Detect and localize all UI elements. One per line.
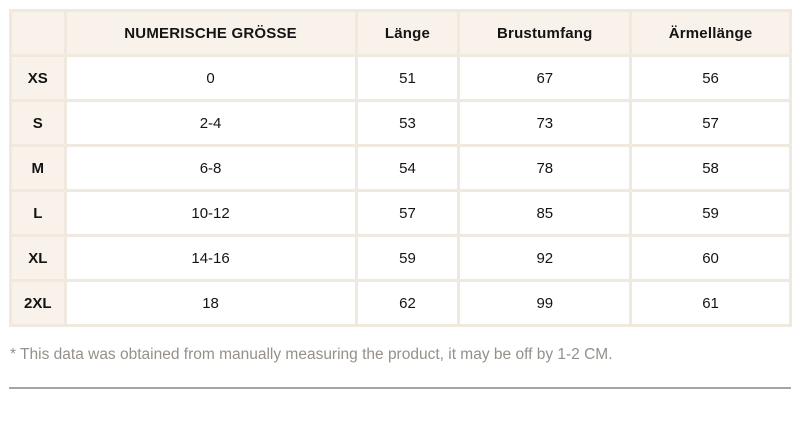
measurement-value-cell: 0 bbox=[63, 54, 358, 102]
table-body: XS 0 51 67 56 S 2-4 53 73 57 M 6-8 54 78 58 L 10-12 57 85 5… bbox=[9, 54, 792, 327]
measurement-value-cell: 53 bbox=[354, 99, 461, 147]
size-label-cell: 2XL bbox=[9, 279, 67, 327]
measurement-value-cell: 78 bbox=[457, 144, 633, 192]
measurement-value-cell: 85 bbox=[457, 189, 633, 237]
measurement-value-cell: 59 bbox=[354, 234, 461, 282]
table-row: L 10-12 57 85 59 bbox=[9, 189, 792, 237]
header-aermellaenge: Ärmellänge bbox=[629, 9, 792, 57]
size-label-cell: XS bbox=[9, 54, 67, 102]
measurement-value-cell: 57 bbox=[629, 99, 792, 147]
size-label-cell: S bbox=[9, 99, 67, 147]
table-row: 2XL 18 62 99 61 bbox=[9, 279, 792, 327]
measurement-value-cell: 61 bbox=[629, 279, 792, 327]
measurement-value-cell: 51 bbox=[354, 54, 461, 102]
measurement-value-cell: 60 bbox=[629, 234, 792, 282]
measurement-value-cell: 99 bbox=[457, 279, 633, 327]
measurement-value-cell: 14-16 bbox=[63, 234, 358, 282]
table-row: S 2-4 53 73 57 bbox=[9, 99, 792, 147]
measurement-value-cell: 59 bbox=[629, 189, 792, 237]
table-row: M 6-8 54 78 58 bbox=[9, 144, 792, 192]
header-laenge: Länge bbox=[354, 9, 461, 57]
measurement-value-cell: 10-12 bbox=[63, 189, 358, 237]
measurement-value-cell: 18 bbox=[63, 279, 358, 327]
table-header-row: NUMERISCHE GRÖSSE Länge Brustumfang Ärme… bbox=[9, 9, 792, 57]
measurement-value-cell: 2-4 bbox=[63, 99, 358, 147]
measurement-value-cell: 56 bbox=[629, 54, 792, 102]
measurement-value-cell: 57 bbox=[354, 189, 461, 237]
size-label-cell: L bbox=[9, 189, 67, 237]
size-label-cell: M bbox=[9, 144, 67, 192]
section-divider bbox=[9, 387, 791, 389]
measurement-value-cell: 58 bbox=[629, 144, 792, 192]
table-row: XS 0 51 67 56 bbox=[9, 54, 792, 102]
measurement-value-cell: 62 bbox=[354, 279, 461, 327]
size-label-cell: XL bbox=[9, 234, 67, 282]
measurement-value-cell: 67 bbox=[457, 54, 633, 102]
measurement-value-cell: 54 bbox=[354, 144, 461, 192]
header-numeric-size: NUMERISCHE GRÖSSE bbox=[63, 9, 358, 57]
measurement-value-cell: 6-8 bbox=[63, 144, 358, 192]
header-brustumfang: Brustumfang bbox=[457, 9, 633, 57]
header-size-corner bbox=[9, 9, 67, 57]
measurement-value-cell: 73 bbox=[457, 99, 633, 147]
measurement-disclaimer: * This data was obtained from manually m… bbox=[10, 346, 613, 363]
size-guide-panel: NUMERISCHE GRÖSSE Länge Brustumfang Ärme… bbox=[9, 9, 792, 389]
table-row: XL 14-16 59 92 60 bbox=[9, 234, 792, 282]
measurement-value-cell: 92 bbox=[457, 234, 633, 282]
size-chart-table: NUMERISCHE GRÖSSE Länge Brustumfang Ärme… bbox=[9, 9, 792, 327]
